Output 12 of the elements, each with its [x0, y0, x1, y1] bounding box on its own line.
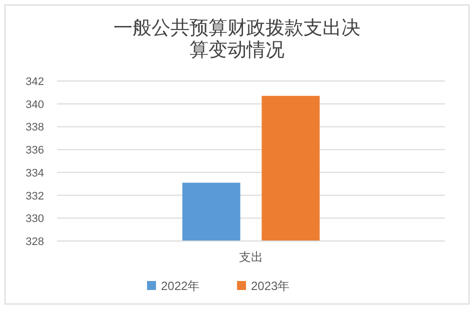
y-tick-label: 338: [26, 122, 44, 134]
legend-label: 2022年: [161, 279, 200, 293]
legend-label: 2023年: [251, 279, 290, 293]
y-tick-label: 340: [26, 98, 44, 111]
y-tick-label: 328: [26, 236, 44, 248]
y-tick-label: 332: [26, 190, 44, 202]
chart-title: 一般公共预算财政拨款支出决算变动情况: [114, 18, 360, 61]
y-tick-label: 336: [26, 144, 44, 157]
y-tick-label: 342: [26, 76, 44, 88]
y-tick-label: 334: [26, 167, 44, 180]
x-tick-label: 支出: [239, 250, 263, 264]
y-tick-label: 330: [26, 213, 44, 226]
